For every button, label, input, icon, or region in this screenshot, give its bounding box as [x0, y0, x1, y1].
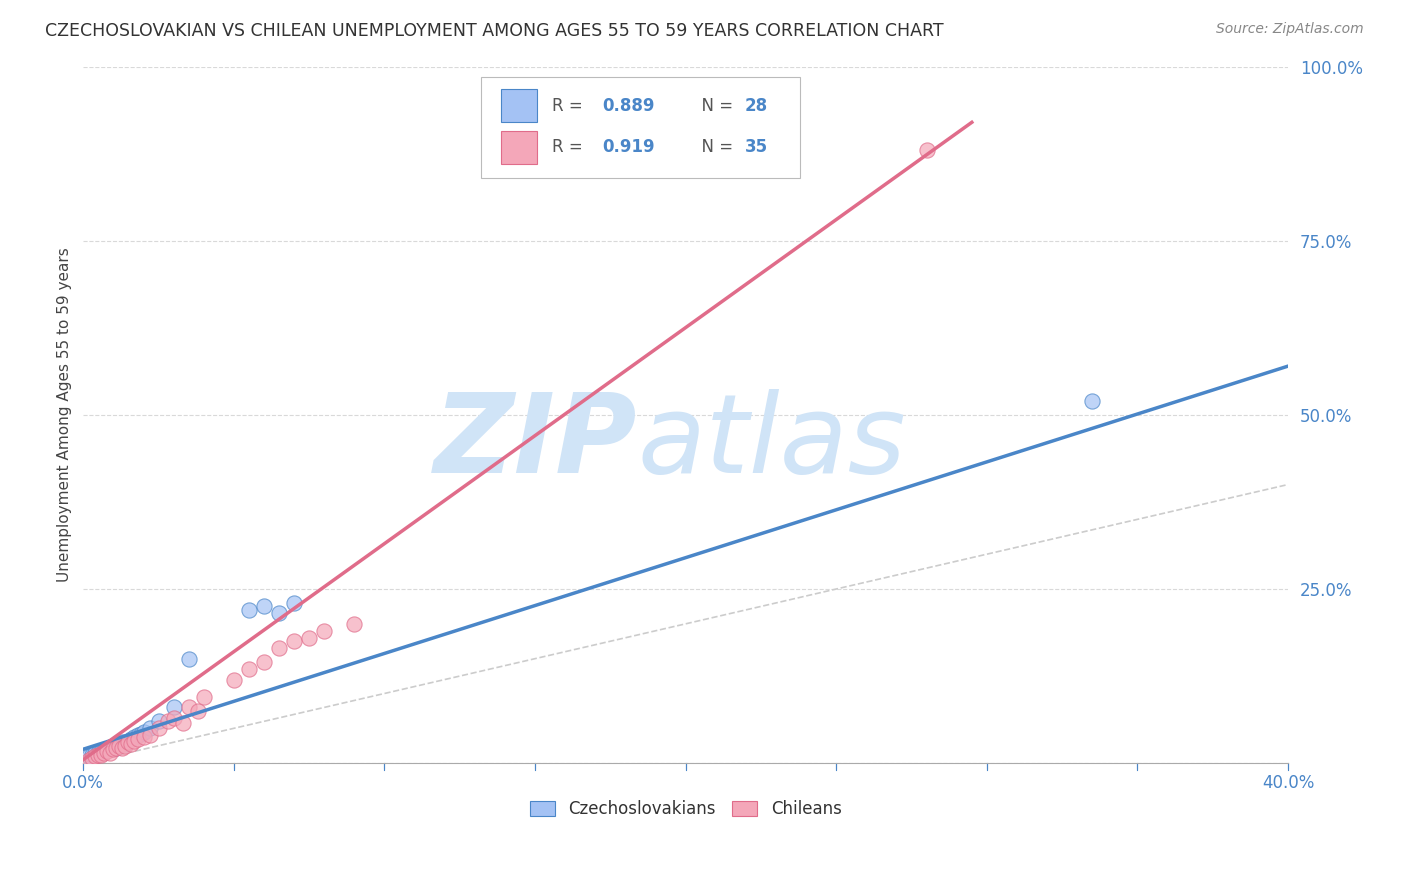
Point — [156, 714, 179, 729]
FancyBboxPatch shape — [502, 131, 537, 164]
Point — [117, 735, 139, 749]
Point — [193, 690, 215, 704]
Point — [187, 704, 209, 718]
Point — [103, 739, 125, 753]
FancyBboxPatch shape — [481, 77, 800, 178]
Point — [343, 616, 366, 631]
Point — [222, 673, 245, 687]
Point — [117, 734, 139, 748]
Point — [163, 700, 186, 714]
Point — [103, 742, 125, 756]
Point — [172, 715, 194, 730]
Text: R =: R = — [553, 138, 588, 156]
Point — [138, 721, 160, 735]
Y-axis label: Unemployment Among Ages 55 to 59 years: Unemployment Among Ages 55 to 59 years — [58, 247, 72, 582]
Point — [84, 747, 107, 761]
Point — [108, 739, 131, 753]
Text: R =: R = — [553, 96, 588, 114]
Point — [121, 737, 143, 751]
Point — [238, 603, 260, 617]
Point — [163, 711, 186, 725]
Point — [127, 728, 149, 742]
Point — [111, 740, 134, 755]
Point — [114, 739, 136, 753]
Point — [132, 724, 155, 739]
Point — [105, 740, 128, 755]
Point — [82, 747, 104, 762]
Point — [132, 730, 155, 744]
Text: 28: 28 — [745, 96, 768, 114]
Text: ZIP: ZIP — [434, 389, 637, 496]
Point — [138, 728, 160, 742]
Point — [90, 747, 112, 762]
Point — [283, 596, 305, 610]
Legend: Czechoslovakians, Chileans: Czechoslovakians, Chileans — [523, 793, 848, 824]
Point — [100, 746, 122, 760]
Point — [96, 743, 118, 757]
Point — [79, 749, 101, 764]
Point — [177, 700, 200, 714]
Point — [298, 631, 321, 645]
Point — [111, 735, 134, 749]
Point — [238, 662, 260, 676]
Point — [105, 740, 128, 755]
Point — [79, 753, 101, 767]
Text: atlas: atlas — [637, 389, 905, 496]
Point — [253, 655, 276, 669]
Point — [253, 599, 276, 614]
Point — [124, 730, 146, 744]
Point — [148, 721, 170, 735]
Point — [108, 737, 131, 751]
Point — [1081, 393, 1104, 408]
Text: N =: N = — [690, 96, 738, 114]
Point — [90, 745, 112, 759]
Point — [148, 714, 170, 729]
Text: N =: N = — [690, 138, 738, 156]
Text: 0.889: 0.889 — [603, 96, 655, 114]
Point — [100, 740, 122, 755]
Point — [127, 731, 149, 746]
Point — [121, 731, 143, 746]
Point — [84, 749, 107, 764]
Point — [915, 143, 938, 157]
Point — [267, 607, 290, 621]
Point — [124, 734, 146, 748]
Point — [82, 750, 104, 764]
Text: CZECHOSLOVAKIAN VS CHILEAN UNEMPLOYMENT AMONG AGES 55 TO 59 YEARS CORRELATION CH: CZECHOSLOVAKIAN VS CHILEAN UNEMPLOYMENT … — [45, 22, 943, 40]
Point — [96, 742, 118, 756]
Point — [93, 746, 115, 760]
Point — [114, 737, 136, 751]
Point — [177, 651, 200, 665]
Point — [283, 634, 305, 648]
Text: 35: 35 — [745, 138, 768, 156]
FancyBboxPatch shape — [502, 89, 537, 122]
Point — [87, 747, 110, 762]
Text: 0.919: 0.919 — [603, 138, 655, 156]
Point — [93, 743, 115, 757]
Point — [129, 727, 152, 741]
Point — [314, 624, 336, 638]
Point — [87, 746, 110, 760]
Point — [267, 641, 290, 656]
Text: Source: ZipAtlas.com: Source: ZipAtlas.com — [1216, 22, 1364, 37]
